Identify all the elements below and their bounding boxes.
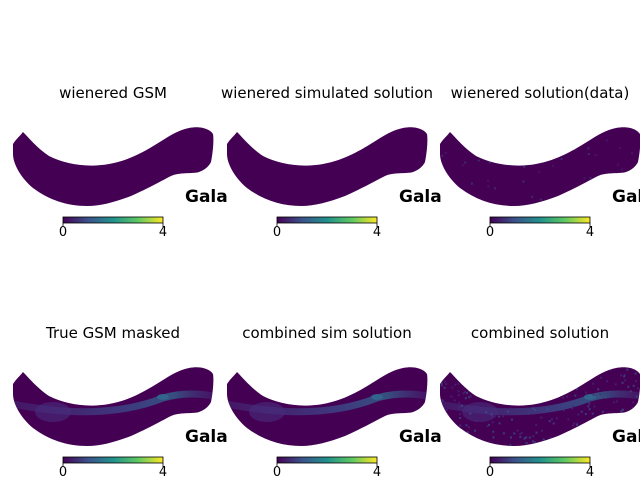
panel-title: wienered GSM — [59, 84, 167, 102]
panel-title: combined solution — [471, 324, 609, 342]
colorbar — [489, 456, 591, 464]
colorbar-tick-label: 0 — [59, 465, 67, 480]
map-panel-4: True GSM masked Gala 0 4 — [13, 324, 228, 480]
map-projection — [227, 127, 428, 206]
panel-title: True GSM masked — [45, 324, 180, 342]
colorbar-tick-label: 4 — [586, 225, 594, 240]
map-panel-2: wienered simulated solution Gala 0 4 — [221, 84, 442, 240]
panel-title: wienered simulated solution — [221, 84, 433, 102]
colorbar-tick-label: 0 — [486, 465, 494, 480]
colorbar-tick-label: 0 — [273, 225, 281, 240]
colorbar-tick-label: 4 — [159, 465, 167, 480]
map-panel-5: combined sim solution Gala 0 4 — [227, 324, 442, 480]
panel-title: wienered solution(data) — [451, 84, 630, 102]
colorbar — [62, 456, 164, 464]
panel-title: combined sim solution — [242, 324, 412, 342]
projection-label: Gala — [612, 427, 640, 447]
map-texture — [13, 390, 214, 422]
map-projection — [440, 127, 640, 206]
colorbar-tick-label: 0 — [273, 465, 281, 480]
map-panel-6: combined solution Gala 0 4 — [440, 324, 640, 480]
colorbar — [62, 216, 164, 224]
projection-label: Gala — [399, 427, 442, 447]
colorbar-tick-label: 4 — [373, 465, 381, 480]
colorbar-tick-label: 0 — [486, 225, 494, 240]
projection-label: Gala — [185, 427, 228, 447]
colorbar — [276, 456, 378, 464]
colorbar-tick-label: 4 — [373, 225, 381, 240]
colorbar — [489, 216, 591, 224]
colorbar — [276, 216, 378, 224]
projection-label: Gala — [612, 187, 640, 207]
map-panel-1: wienered GSM Gala 0 4 — [13, 84, 228, 240]
colorbar-tick-label: 4 — [159, 225, 167, 240]
map-panel-3: wienered solution(data) Gala 0 4 — [440, 84, 640, 240]
colorbar-tick-label: 4 — [586, 465, 594, 480]
map-projection — [13, 127, 214, 206]
projection-label: Gala — [185, 187, 228, 207]
map-texture — [227, 390, 428, 422]
projection-label: Gala — [399, 187, 442, 207]
colorbar-tick-label: 0 — [59, 225, 67, 240]
